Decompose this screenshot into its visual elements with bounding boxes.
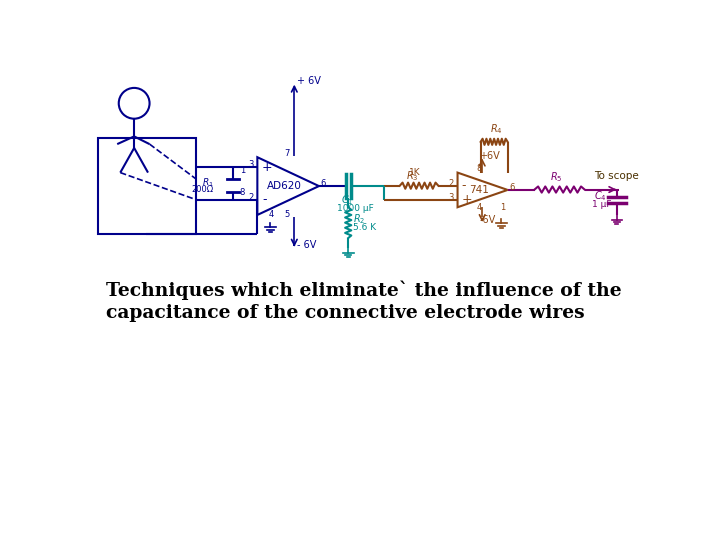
Bar xyxy=(98,138,196,234)
Text: - 6V: - 6V xyxy=(297,240,316,250)
Text: $R_1$: $R_1$ xyxy=(202,177,213,189)
Text: 5.6 K: 5.6 K xyxy=(353,224,376,232)
Text: $C_1$: $C_1$ xyxy=(341,193,353,207)
Text: 2: 2 xyxy=(248,193,253,201)
Text: To scope: To scope xyxy=(594,171,639,181)
Text: 4: 4 xyxy=(477,202,482,212)
Text: $C_4$: $C_4$ xyxy=(594,190,607,204)
Text: 6: 6 xyxy=(509,183,515,192)
Text: 1K: 1K xyxy=(409,168,420,177)
Text: 1000 μF: 1000 μF xyxy=(337,204,374,213)
Text: 6: 6 xyxy=(320,179,326,188)
Text: 2: 2 xyxy=(449,179,454,188)
Text: 3: 3 xyxy=(248,160,253,169)
Text: $R_5$: $R_5$ xyxy=(550,170,562,184)
Text: 7: 7 xyxy=(284,148,289,158)
Text: $R_4$: $R_4$ xyxy=(490,123,503,137)
Text: -: - xyxy=(462,179,466,192)
Text: AD620: AD620 xyxy=(267,181,302,191)
Text: capacitance of the connective electrode wires: capacitance of the connective electrode … xyxy=(106,303,585,321)
Text: 4: 4 xyxy=(269,210,274,219)
Text: 741: 741 xyxy=(469,185,489,195)
Text: -6V: -6V xyxy=(479,215,495,225)
Text: 200Ω: 200Ω xyxy=(192,185,213,194)
Text: 5: 5 xyxy=(284,210,289,219)
Text: -: - xyxy=(262,193,266,206)
Text: 1 μF: 1 μF xyxy=(592,200,611,209)
Text: 8: 8 xyxy=(240,188,245,197)
Text: 1: 1 xyxy=(240,166,245,174)
Text: Techniques which eliminate` the influence of the: Techniques which eliminate` the influenc… xyxy=(106,280,621,300)
Text: 1: 1 xyxy=(500,202,505,212)
Text: +: + xyxy=(462,193,472,206)
Text: +6V: +6V xyxy=(479,151,500,161)
Text: 8: 8 xyxy=(477,164,482,173)
Text: $R_2$: $R_2$ xyxy=(353,213,365,226)
Text: $R_3$: $R_3$ xyxy=(406,169,418,183)
Text: +: + xyxy=(262,161,273,174)
Text: 3: 3 xyxy=(449,193,454,201)
Text: + 6V: + 6V xyxy=(297,76,320,86)
